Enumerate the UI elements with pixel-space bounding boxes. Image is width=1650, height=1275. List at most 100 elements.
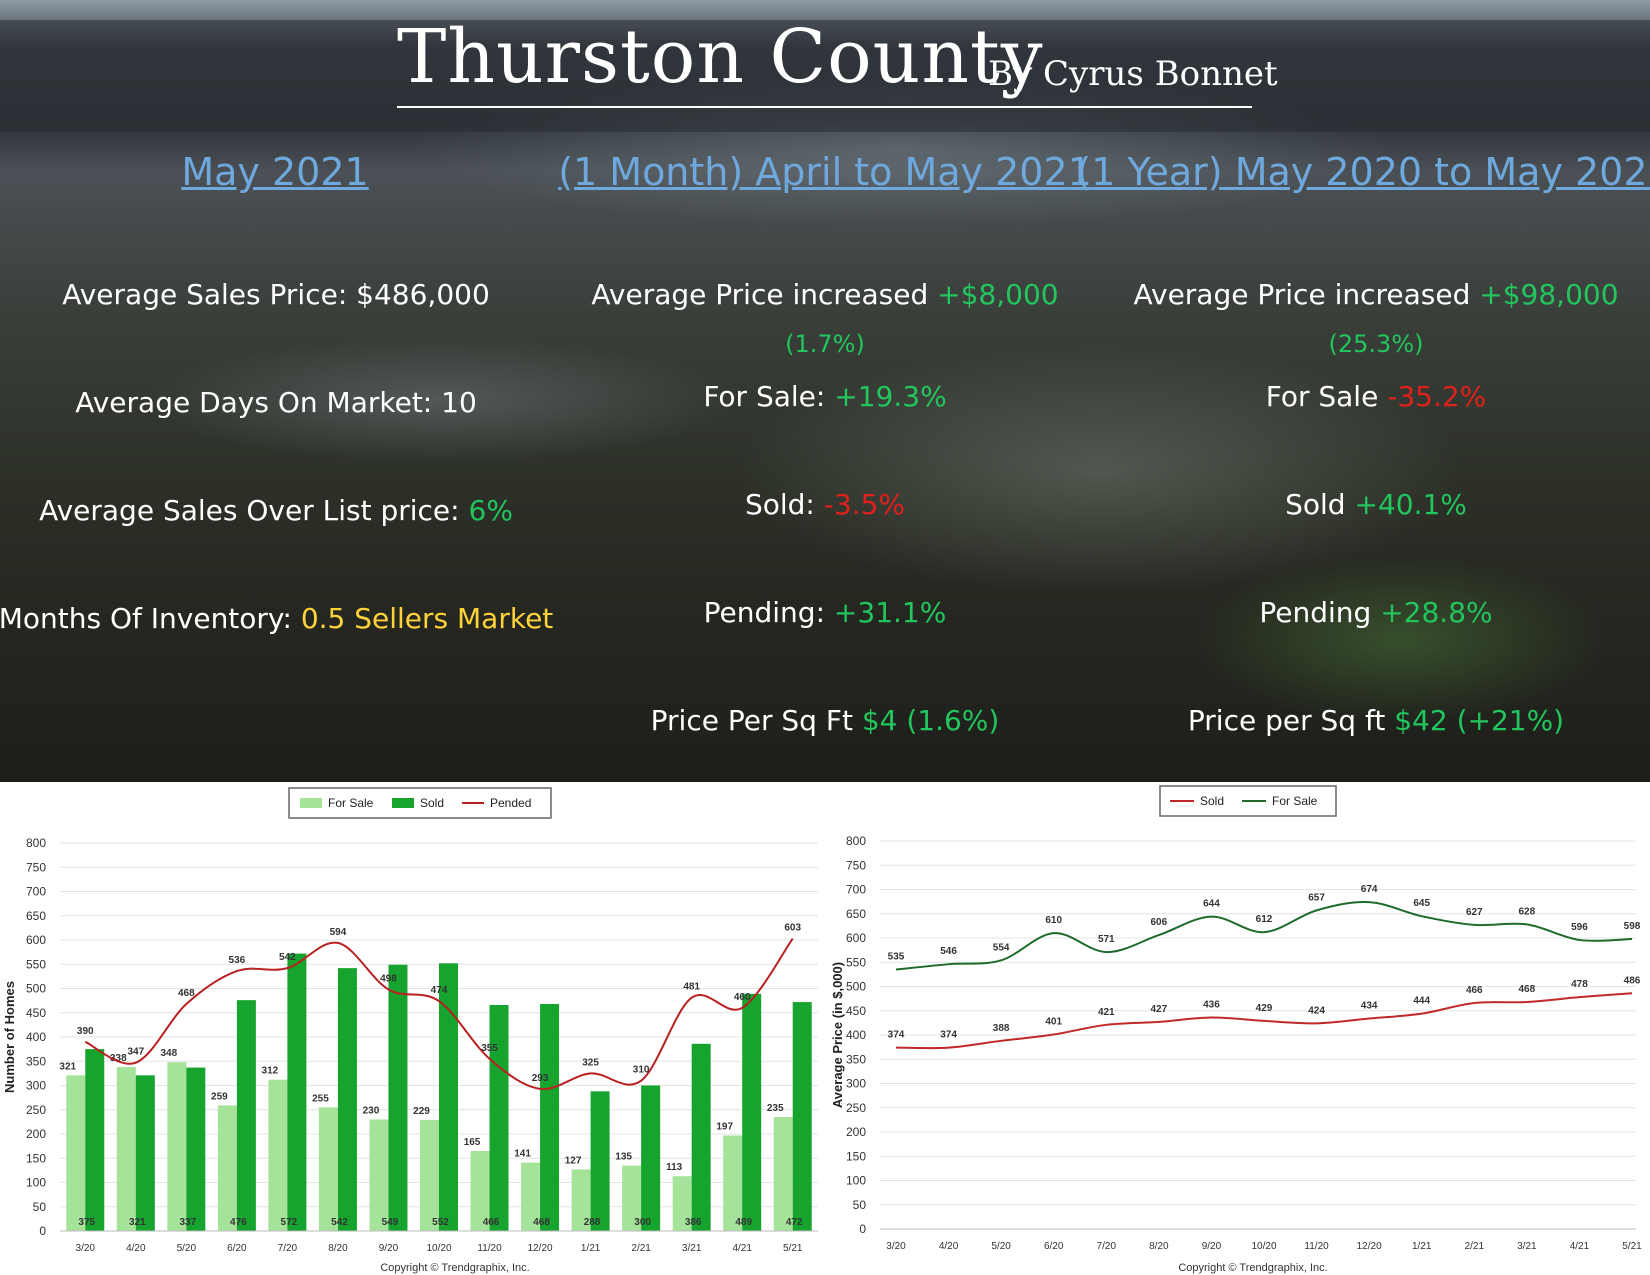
y-tick-label: 200 — [26, 1127, 46, 1141]
data-label-sold: 374 — [940, 1030, 957, 1041]
data-label-for-sale: 230 — [363, 1105, 380, 1116]
column-heading-current[interactable]: May 2021 — [181, 150, 369, 194]
data-label-sold: 434 — [1361, 1001, 1378, 1012]
stat-value: 6% — [468, 494, 513, 527]
stat-label: Pending: — [703, 596, 826, 629]
bar-sold — [641, 1085, 661, 1231]
data-label-for-sale: 674 — [1361, 884, 1378, 895]
stat-month-pending: Pending: +31.1% — [704, 596, 947, 629]
data-label-sold: 489 — [735, 1217, 752, 1228]
hero-banner: Thurston County By Cyrus Bonnet May 2021… — [0, 0, 1650, 782]
data-label-for-sale: 312 — [262, 1066, 279, 1077]
bar-for-sale — [470, 1150, 490, 1231]
data-label-for-sale: 546 — [940, 946, 957, 957]
y-tick-label: 50 — [33, 1200, 47, 1214]
x-tick-label: 12/20 — [528, 1243, 553, 1254]
data-label-sold: 466 — [1466, 985, 1483, 996]
data-label-sold: 288 — [584, 1217, 601, 1228]
price-chart: 0 50 100 150 200 250 300 350 400 450 500 550 600 650 7… — [830, 785, 1642, 1274]
data-label-pended: 460 — [734, 992, 751, 1003]
data-label-pended: 542 — [279, 952, 296, 963]
data-label-sold: 549 — [382, 1217, 399, 1228]
x-tick-label: 9/20 — [379, 1243, 399, 1254]
x-tick-label: 8/20 — [1149, 1241, 1169, 1252]
stat-label: Average Days On Market: — [75, 386, 433, 419]
stat-year-for-sale: For Sale -35.2% — [1266, 380, 1487, 413]
data-label-for-sale: 235 — [767, 1103, 784, 1114]
data-label-for-sale: 628 — [1519, 906, 1536, 917]
stat-label: Sold: — [744, 488, 815, 521]
column-heading-year[interactable]: (1 Year) May 2020 to May 2021 — [1076, 150, 1650, 194]
line-for-sale — [895, 900, 1633, 971]
data-label-sold: 552 — [432, 1217, 449, 1228]
data-label-sold: 486 — [1624, 975, 1641, 986]
data-label-for-sale: 141 — [514, 1149, 531, 1160]
data-label-pended: 355 — [481, 1043, 498, 1054]
bar-for-sale — [268, 1079, 288, 1231]
stat-label: Average Sales Price: — [62, 278, 348, 311]
stat-label: For Sale — [1265, 380, 1379, 413]
legend-pended: Pended — [490, 796, 531, 810]
y-tick-label: 800 — [26, 836, 46, 850]
bar-for-sale — [369, 1119, 389, 1231]
stat-label: Average Sales Over List price: — [39, 494, 460, 527]
x-tick-label: 5/20 — [991, 1241, 1011, 1252]
column-heading-month[interactable]: (1 Month) April to May 2021 — [558, 150, 1092, 194]
y-tick-label: 400 — [26, 1030, 46, 1044]
chart-footer: Copyright © Trendgraphix, Inc. — [1178, 1262, 1327, 1274]
legend-for-sale: For Sale — [328, 796, 374, 810]
legend-sold: Sold — [1200, 794, 1224, 808]
data-label-pended: 603 — [784, 923, 801, 934]
bar-sold — [742, 993, 762, 1231]
data-label-for-sale: 348 — [160, 1048, 177, 1059]
chart-footer: Copyright © Trendgraphix, Inc. — [380, 1262, 529, 1274]
data-label-pended: 594 — [330, 927, 347, 938]
legend-swatch-for-sale — [300, 798, 322, 808]
y-tick-label: 300 — [846, 1077, 866, 1091]
bar-for-sale — [723, 1135, 743, 1231]
data-label-sold: 374 — [888, 1030, 905, 1041]
data-label-for-sale: 571 — [1098, 934, 1115, 945]
data-label-for-sale: 165 — [464, 1137, 481, 1148]
stat-label: Average Price increased — [1133, 278, 1471, 311]
data-label-for-sale: 645 — [1413, 898, 1430, 909]
data-label-sold: 476 — [230, 1217, 247, 1228]
chart-legend: Sold For Sale — [1159, 785, 1337, 817]
stat-label: Price Per Sq Ft — [650, 704, 853, 737]
bar-sold — [540, 1004, 560, 1231]
y-tick-label: 350 — [846, 1052, 866, 1066]
data-label-sold: 468 — [1519, 984, 1536, 995]
stat-value: 10 — [441, 386, 477, 419]
y-tick-label: 0 — [39, 1224, 46, 1238]
data-label-for-sale: 598 — [1624, 921, 1641, 932]
data-label-for-sale: 657 — [1308, 892, 1325, 903]
x-tick-label: 10/20 — [426, 1243, 451, 1254]
stat-value: +$98,000 — [1479, 278, 1619, 311]
y-tick-label: 550 — [846, 955, 866, 969]
y-tick-label: 450 — [846, 1004, 866, 1018]
page-title: Thurston County — [397, 14, 1044, 100]
data-label-sold: 321 — [129, 1217, 146, 1228]
x-tick-label: 4/21 — [1570, 1241, 1590, 1252]
x-tick-label: 1/21 — [581, 1243, 601, 1254]
stat-year-avg-price-pct: (25.3%) — [1328, 330, 1424, 358]
stat-months-inventory: Months Of Inventory: 0.5 Sellers Market — [0, 602, 553, 635]
x-tick-label: 11/20 — [1304, 1241, 1329, 1252]
x-tick-label: 3/21 — [682, 1243, 702, 1254]
data-label-for-sale: 627 — [1466, 907, 1483, 918]
title-band — [0, 20, 1650, 132]
y-tick-label: 550 — [26, 957, 46, 971]
stat-label: Pending — [1259, 596, 1372, 629]
stat-value: $4 (1.6%) — [861, 704, 1000, 737]
stat-label: Months Of Inventory: — [0, 602, 292, 635]
x-tick-label: 7/20 — [278, 1243, 298, 1254]
y-tick-label: 0 — [859, 1222, 866, 1236]
x-tick-label: 3/20 — [76, 1243, 96, 1254]
bar-sold — [792, 1002, 812, 1231]
x-tick-label: 4/20 — [126, 1243, 146, 1254]
bar-for-sale — [66, 1075, 86, 1231]
data-label-pended: 536 — [229, 955, 246, 966]
y-tick-label: 350 — [26, 1054, 46, 1068]
data-label-for-sale: 255 — [312, 1093, 329, 1104]
x-tick-label: 2/21 — [1465, 1241, 1485, 1252]
